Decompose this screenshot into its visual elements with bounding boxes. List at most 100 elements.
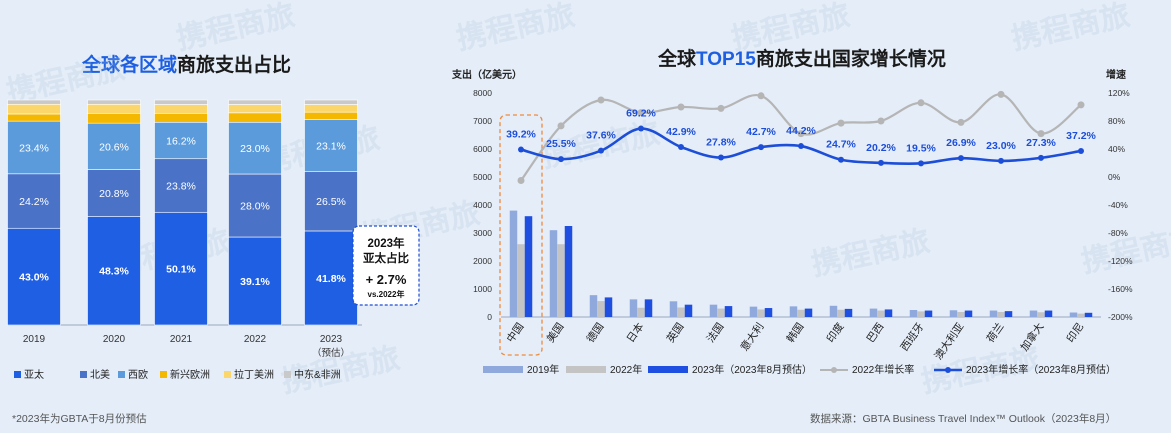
y-tick-left: 2000: [473, 256, 492, 266]
x-tick-label: 韩国: [784, 320, 807, 345]
bar-2019: [1029, 310, 1038, 317]
x-tick-label: 德国: [584, 320, 607, 345]
growth-data-label: 42.9%: [666, 126, 696, 138]
bar-2022: [837, 309, 845, 317]
stacked-bar-segment-emerging-europe: [154, 112, 208, 123]
stacked-bar-segment-latin-america: [87, 103, 141, 114]
stacked-bar-segment-western-europe: [87, 122, 141, 170]
x-tick-label: 2022: [244, 334, 267, 345]
y-tick-left: 1000: [473, 284, 492, 294]
stacked-bar-segment-mideast-africa: [154, 99, 208, 105]
x-tick-label: 意大利: [738, 320, 767, 353]
bar-2023: [884, 309, 893, 317]
bar-2022: [637, 307, 645, 317]
stacked-bar-segment-mideast-africa: [7, 99, 61, 105]
x-tick-label: 西班牙: [899, 321, 927, 354]
bar-2023: [644, 299, 653, 317]
stacked-bar-segment-latin-america: [154, 104, 208, 114]
bar-data-label: 20.6%: [99, 141, 129, 153]
legend-label-latin-america: 拉丁美洲: [234, 368, 274, 381]
legend-marker-2023-growth: [945, 367, 951, 373]
point-2022-growth: [517, 177, 525, 184]
right-chart-title: 全球TOP15商旅支出国家增长情况: [658, 44, 946, 71]
legend-label-asia-pacific: 亚太: [24, 368, 44, 381]
legend-swatch-latin-america: [224, 371, 231, 378]
point-2023-growth: [1038, 154, 1044, 161]
stacked-bar-segment-emerging-europe: [7, 113, 61, 122]
bar-2019: [589, 295, 598, 317]
stacked-bar-segment-mideast-africa: [304, 99, 358, 105]
x-tick-label: 中国: [504, 320, 527, 345]
point-2022-growth: [557, 122, 565, 130]
bar-data-label: 23.1%: [316, 140, 346, 152]
bar-2019: [949, 310, 958, 317]
y-tick-left: 8000: [473, 88, 492, 98]
bar-2022: [1037, 312, 1045, 317]
y-tick-left: 6000: [473, 144, 492, 154]
x-tick-label: 加拿大: [1018, 320, 1047, 354]
callout-line3: + 2.7%: [366, 272, 407, 287]
y-tick-right: 80%: [1108, 116, 1125, 126]
bar-2022: [957, 311, 965, 317]
bar-data-label: 41.8%: [316, 273, 346, 285]
point-2023-growth: [638, 125, 644, 132]
y-tick-right: 120%: [1108, 88, 1130, 98]
bar-2022: [677, 307, 685, 317]
stacked-bar-segment-asia-pacific: [7, 227, 61, 326]
bar-data-label: 20.8%: [99, 188, 129, 200]
point-2023-growth: [798, 143, 804, 150]
bar-2019: [989, 310, 998, 317]
point-2022-growth: [837, 119, 845, 127]
x-tick-label: 2019: [23, 334, 46, 345]
bar-data-label: 50.1%: [166, 264, 196, 276]
y-tick-right: -80%: [1108, 228, 1128, 238]
point-2023-growth: [718, 154, 724, 161]
right-title-prefix: 全球: [658, 49, 697, 70]
y-axis-left-title: 支出（亿美元）: [451, 68, 522, 81]
point-2023-growth: [558, 156, 564, 163]
stacked-bar-segment-asia-pacific: [228, 236, 282, 326]
growth-data-label: 24.7%: [826, 139, 856, 151]
stacked-bar-segment-latin-america: [7, 103, 61, 115]
legend-swatch-2023: [648, 366, 688, 373]
y-tick-left: 3000: [473, 228, 492, 238]
stacked-bar-segment-emerging-europe: [87, 112, 141, 124]
bar-2023: [844, 308, 853, 317]
x-tick-label: 2020: [103, 334, 126, 345]
legend-label-2023: 2023年（2023年8月预估）: [692, 363, 812, 376]
bar-2019: [829, 305, 838, 317]
bar-2023: [764, 308, 773, 317]
bar-data-label: 48.3%: [99, 266, 129, 278]
y-tick-right: 40%: [1108, 144, 1125, 154]
bar-data-label: 23.4%: [19, 142, 49, 154]
highlight-box-china: [499, 114, 543, 356]
legend-label-2019: 2019年: [527, 363, 559, 376]
point-2023-growth: [598, 147, 604, 154]
callout-line1: 2023年: [367, 236, 405, 250]
growth-data-label: 42.7%: [746, 126, 776, 138]
growth-data-label: 27.8%: [706, 137, 736, 149]
bar-data-label: 28.0%: [240, 201, 270, 213]
x-tick-label: 印尼: [1065, 321, 1087, 345]
y-tick-left: 0: [487, 312, 492, 322]
legend-label-emerging-europe: 新兴欧洲: [170, 368, 210, 381]
bar-data-label: 24.2%: [19, 196, 49, 208]
callout-line4: vs.2022年: [368, 289, 405, 299]
bar-2022: [557, 244, 565, 317]
y-tick-left: 5000: [473, 172, 492, 182]
y-axis-right-title: 增速: [1106, 68, 1126, 81]
bar-2022: [597, 301, 605, 317]
y-tick-right: -200%: [1108, 312, 1133, 322]
legend-swatch-2019: [483, 366, 523, 373]
y-tick-right: 0%: [1108, 172, 1121, 182]
point-2022-growth: [957, 118, 965, 126]
legend-swatch-2022: [566, 366, 606, 373]
bar-2019: [709, 304, 718, 317]
bar-2022: [1077, 313, 1085, 317]
growth-data-label: 23.0%: [986, 140, 1016, 152]
bar-data-label: 43.0%: [19, 272, 49, 284]
x-tick-label: 荷兰: [984, 320, 1007, 345]
legend-swatch-western-europe: [118, 371, 125, 378]
point-2022-growth: [717, 104, 725, 112]
